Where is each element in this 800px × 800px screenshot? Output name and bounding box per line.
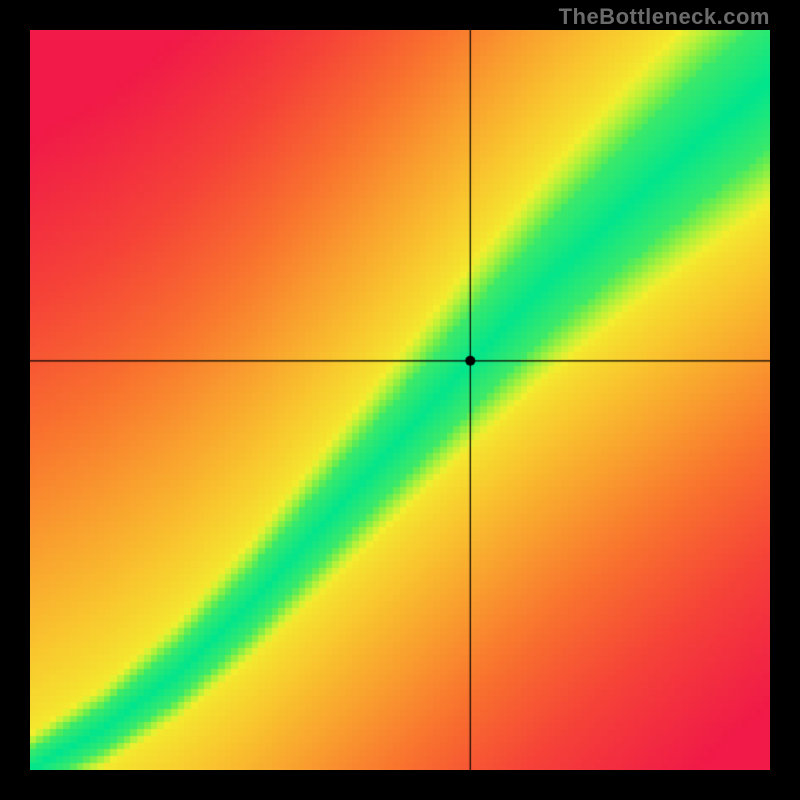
watermark-text: TheBottleneck.com	[559, 4, 770, 30]
heatmap-plot-area	[30, 30, 770, 770]
heatmap-canvas	[30, 30, 770, 770]
figure-container: TheBottleneck.com	[0, 0, 800, 800]
